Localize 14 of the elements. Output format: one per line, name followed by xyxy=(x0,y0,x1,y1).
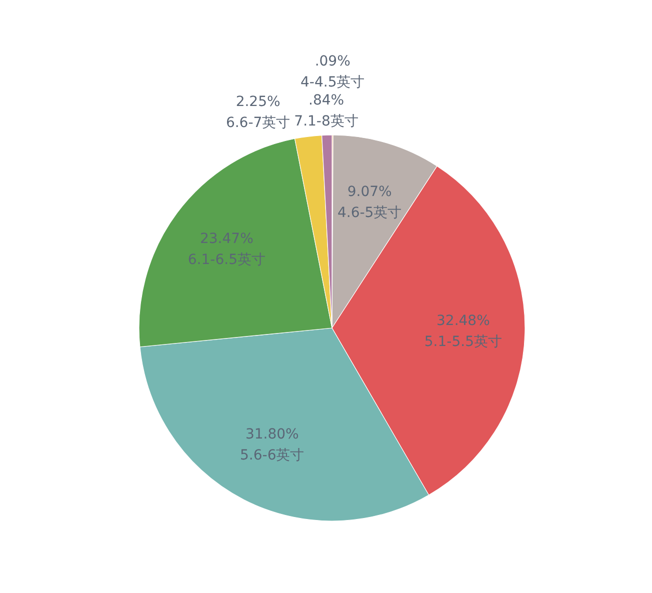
data-label: 31.80% xyxy=(245,426,299,442)
data-label: 23.47% xyxy=(200,231,254,248)
slice-label: 7.1-8英寸 xyxy=(294,114,358,130)
slice-label: 5.6-6英寸 xyxy=(240,447,304,464)
slice-label: 6.1-6.5英寸 xyxy=(188,252,266,268)
data-label: .09% xyxy=(314,54,350,70)
slice-label: 6.6-7英寸 xyxy=(226,115,290,132)
data-label: 32.48% xyxy=(436,312,490,329)
slice-label: 4.6-5英寸 xyxy=(337,204,402,221)
slice-label: 4-4.5英寸 xyxy=(300,74,365,91)
slice-label: 5.1-5.5英寸 xyxy=(424,334,502,350)
data-label: .84% xyxy=(308,92,344,109)
data-label: 9.07% xyxy=(347,184,392,200)
data-label: 2.25% xyxy=(236,94,280,110)
